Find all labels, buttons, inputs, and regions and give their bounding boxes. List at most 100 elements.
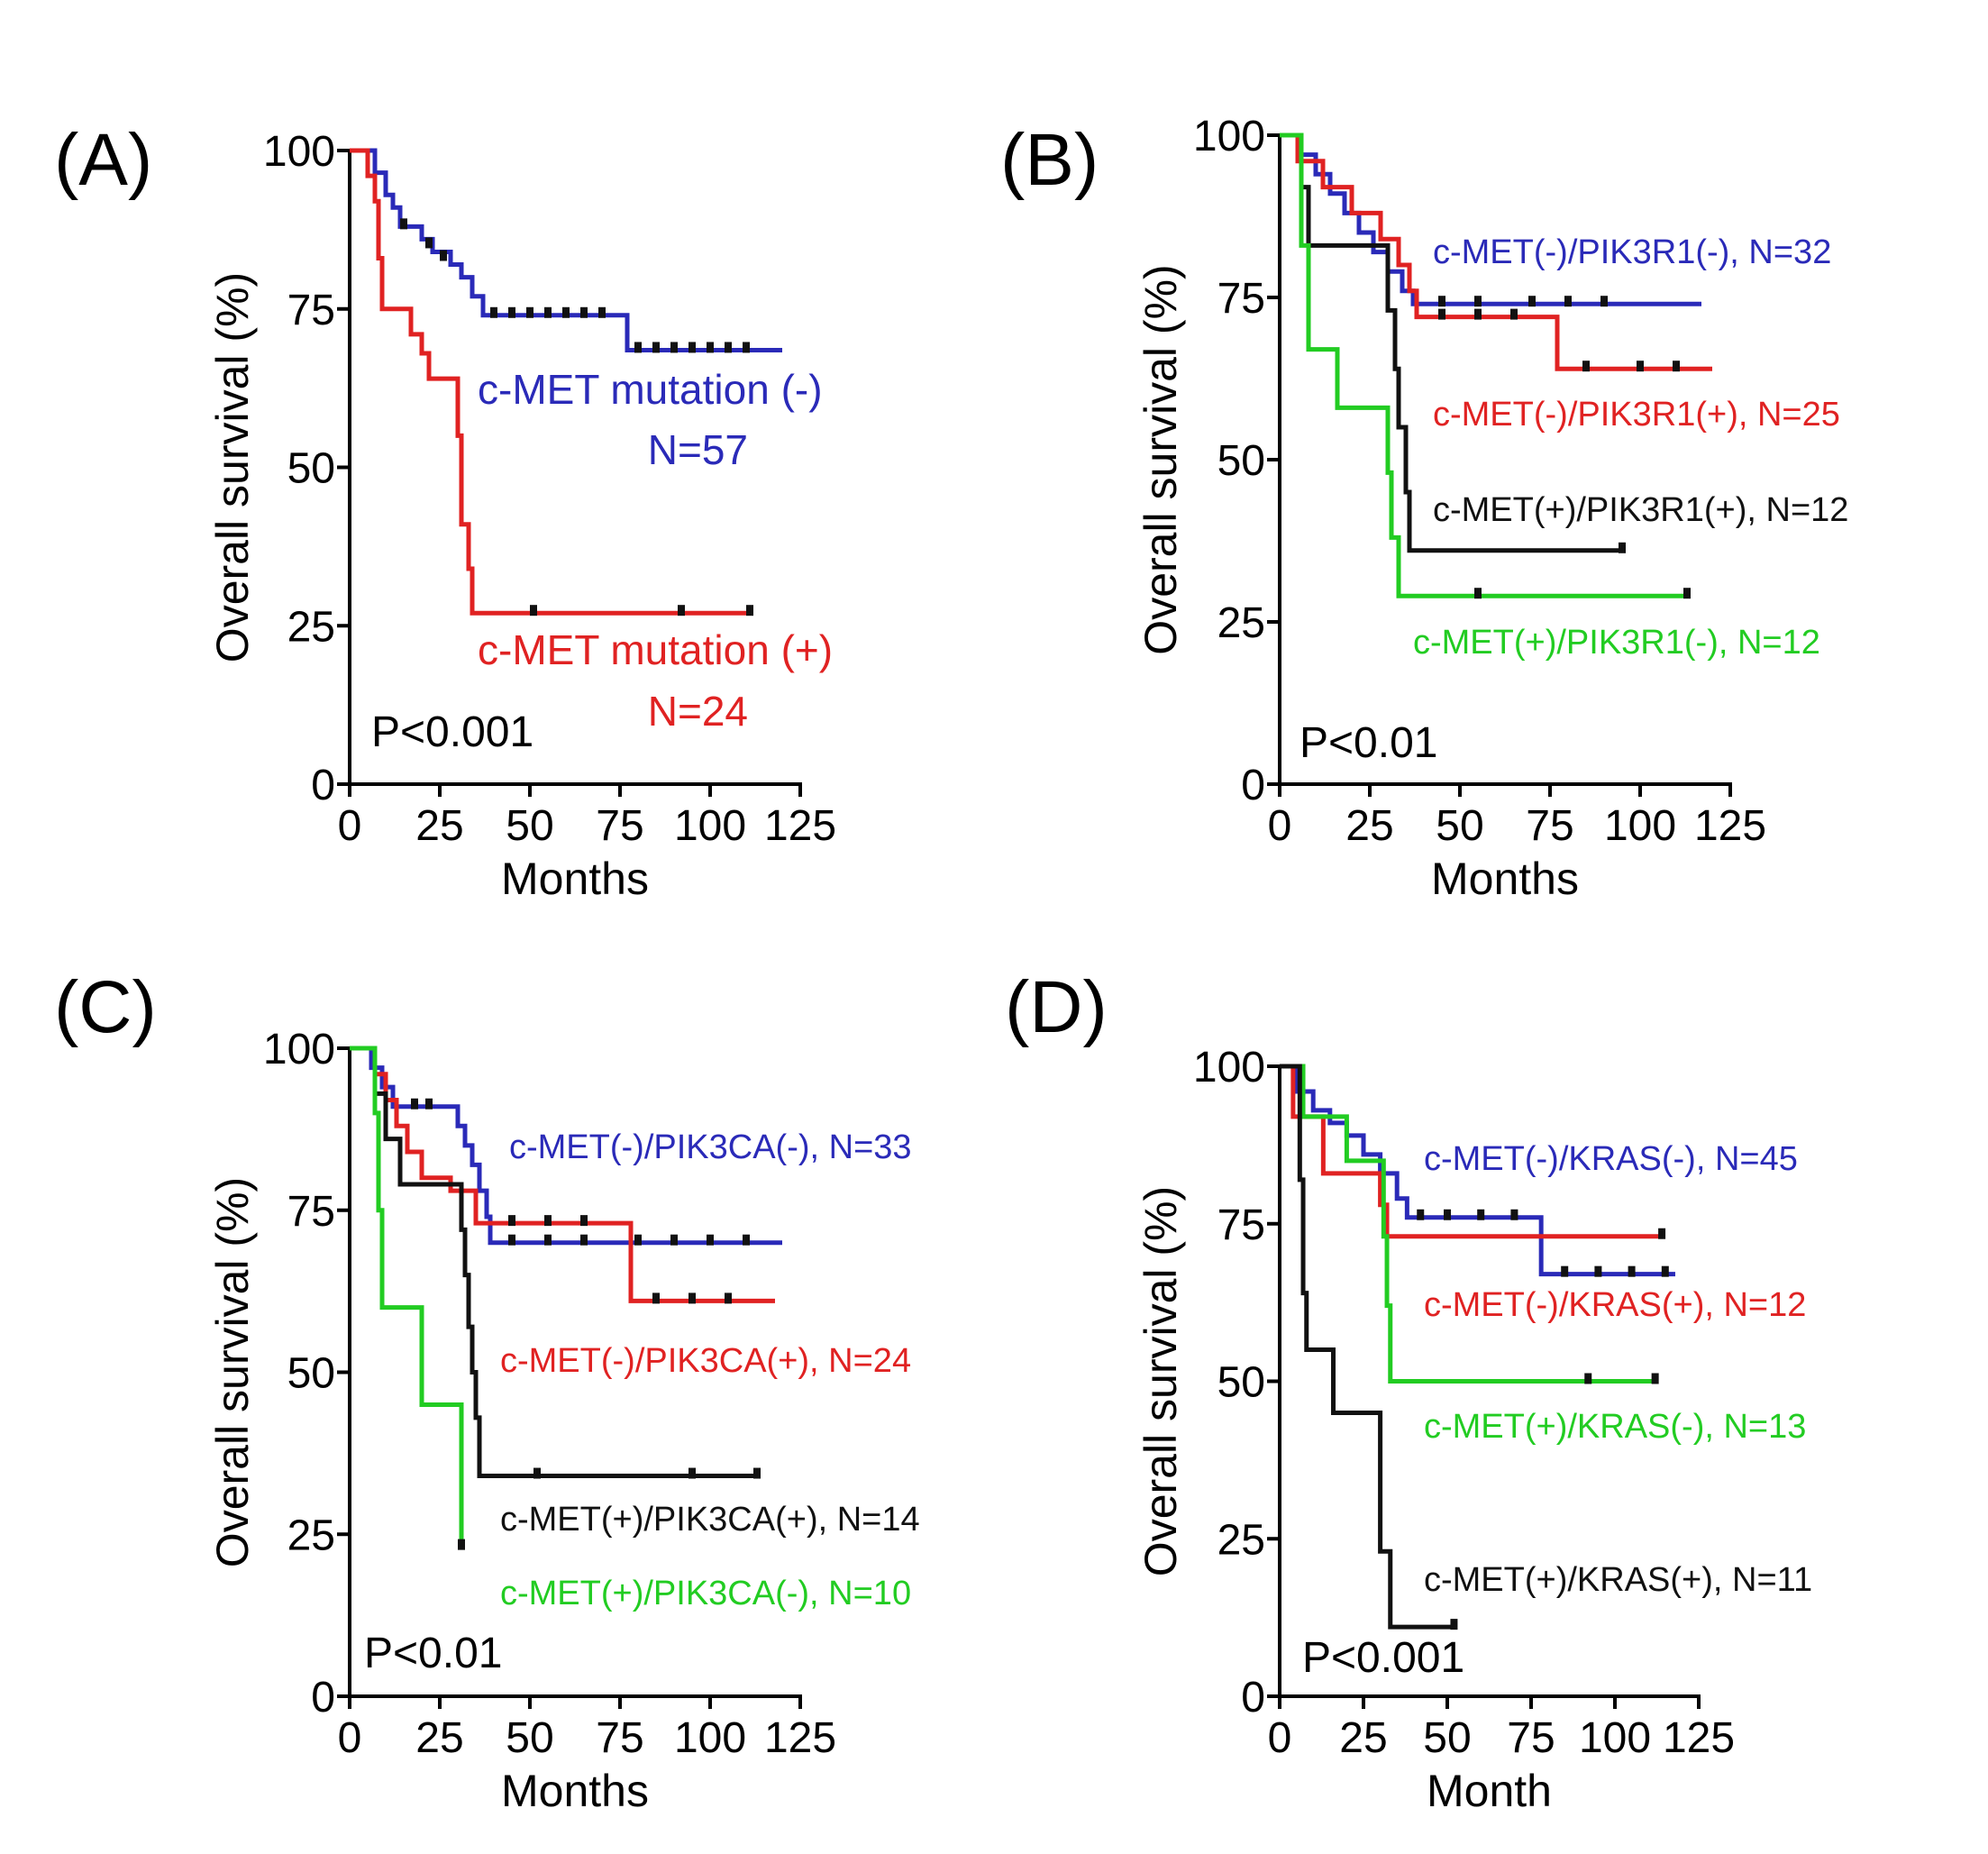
censor-mark (1438, 308, 1445, 320)
x-tick-label: 0 (1268, 802, 1292, 850)
survival-curve-2 (1280, 1064, 1663, 1239)
y-tick-label: 0 (311, 1674, 335, 1722)
censor-mark (1561, 1265, 1569, 1277)
x-tick-label: 100 (674, 1714, 746, 1762)
x-tick-label: 100 (1579, 1714, 1651, 1762)
y-tick-label: 100 (263, 128, 335, 176)
survival-curve-4 (350, 1046, 464, 1548)
censor-mark (400, 218, 407, 230)
censor-mark (670, 1234, 678, 1246)
x-axis-title: Months (501, 1766, 649, 1816)
censor-mark (652, 342, 660, 353)
y-tick-label: 0 (1241, 1674, 1265, 1722)
legend-label: c-MET(-)/PIK3CA(+), N=24 (500, 1342, 911, 1380)
legend-label: c-MET(-)/PIK3R1(-), N=32 (1433, 233, 1831, 271)
x-tick-label: 50 (506, 1714, 553, 1762)
legend-label: c-MET(+)/PIK3R1(-), N=12 (1413, 624, 1820, 662)
legend-label: c-MET(+)/KRAS(+), N=11 (1424, 1561, 1812, 1599)
survival-curve-3 (1280, 1064, 1655, 1384)
censor-mark (562, 306, 570, 318)
censor-mark (1619, 542, 1626, 553)
censor-mark (526, 306, 533, 318)
survival-curve-2 (350, 148, 750, 616)
y-tick-label: 25 (1217, 1516, 1265, 1564)
legend-label: c-MET(+)/PIK3CA(+), N=14 (500, 1501, 920, 1539)
y-tick-label: 50 (1217, 437, 1265, 485)
legend-label: c-MET(-)/PIK3R1(+), N=25 (1433, 396, 1840, 434)
x-tick-label: 125 (764, 802, 836, 850)
censor-mark (1474, 588, 1482, 599)
x-tick-label: 100 (1604, 802, 1676, 850)
censor-mark (746, 605, 753, 616)
x-tick-label: 50 (1436, 802, 1483, 850)
survival-curve-2 (350, 1046, 775, 1303)
x-tick-label: 25 (1345, 802, 1393, 850)
y-tick-label: 50 (1217, 1359, 1265, 1407)
p-value: P<0.01 (1299, 719, 1437, 767)
legend-label: c-MET(-)/KRAS(+), N=12 (1424, 1286, 1806, 1324)
censor-mark (678, 605, 685, 616)
censor-mark (1417, 1209, 1425, 1220)
y-tick-label: 50 (287, 445, 335, 493)
x-tick-label: 75 (1526, 802, 1573, 850)
censor-mark (1444, 1209, 1451, 1220)
censor-mark (689, 342, 696, 353)
y-tick-label: 25 (287, 1512, 335, 1559)
x-tick-label: 75 (596, 802, 643, 850)
censor-mark (425, 237, 433, 249)
y-tick-label: 25 (1217, 599, 1265, 647)
x-tick-label: 100 (674, 802, 746, 850)
censor-mark (743, 342, 750, 353)
censor-mark (1510, 308, 1518, 320)
y-tick-label: 50 (287, 1350, 335, 1398)
censor-mark (670, 342, 678, 353)
x-tick-label: 0 (1268, 1714, 1292, 1762)
y-axis-title: Overall survival (%) (207, 272, 258, 662)
censor-mark (1658, 1228, 1666, 1239)
x-tick-label: 25 (415, 1714, 463, 1762)
survival-curve-1 (1280, 132, 1701, 306)
legend-label: c-MET mutation (+) (478, 626, 833, 673)
censor-mark (580, 1215, 588, 1227)
x-tick-label: 125 (1694, 802, 1766, 850)
legend-label: c-MET mutation (-) (478, 366, 823, 413)
censor-mark (1450, 1619, 1458, 1630)
panel-label: (C) (54, 966, 157, 1048)
p-value: P<0.01 (364, 1630, 502, 1677)
censor-mark (425, 1098, 433, 1110)
censor-mark (743, 1234, 750, 1246)
legend-label: c-MET(+)/PIK3CA(-), N=10 (500, 1575, 911, 1612)
y-tick-label: 0 (1241, 762, 1265, 809)
censor-mark (533, 1467, 541, 1479)
x-tick-label: 25 (1339, 1714, 1387, 1762)
censor-mark (1510, 1209, 1518, 1220)
censor-mark (689, 1292, 696, 1304)
x-axis-title: Months (501, 854, 649, 904)
y-tick-label: 0 (311, 762, 335, 809)
x-tick-label: 0 (338, 1714, 362, 1762)
y-axis-title: Overall survival (%) (207, 1177, 258, 1567)
x-tick-label: 125 (1663, 1714, 1735, 1762)
panel-b: (B) 0 25 50 75 100 0 25 50 75 100 125 Months Overall … (1000, 113, 1848, 904)
survival-curve-3 (1280, 132, 1622, 553)
censor-mark (1582, 361, 1590, 372)
censor-mark (725, 342, 732, 353)
y-axis-title: Overall survival (%) (1135, 1186, 1186, 1576)
censor-mark (1661, 1265, 1669, 1277)
censor-mark (1600, 296, 1608, 307)
censor-mark (652, 1292, 660, 1304)
censor-mark (458, 1539, 465, 1550)
panel-label: (B) (1000, 119, 1099, 201)
panel-label: (A) (54, 119, 152, 201)
censor-mark (1637, 361, 1644, 372)
censor-mark (544, 1215, 552, 1227)
censor-mark (1477, 1209, 1485, 1220)
survival-curve-1 (1280, 1064, 1675, 1277)
y-tick-label: 100 (263, 1026, 335, 1073)
x-tick-label: 0 (338, 802, 362, 850)
censor-mark (1438, 296, 1445, 307)
censor-mark (1628, 1265, 1636, 1277)
survival-curve-4 (1280, 132, 1687, 598)
censor-mark (1594, 1265, 1602, 1277)
